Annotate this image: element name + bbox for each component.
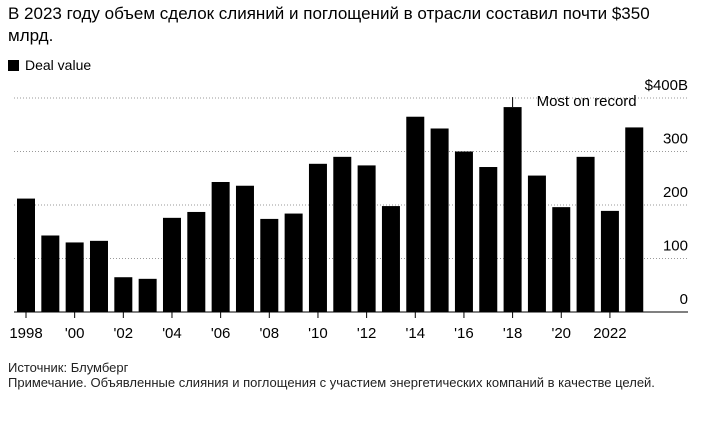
y-tick-label: 300 xyxy=(663,131,688,148)
annotation-label: Most on record xyxy=(537,93,637,110)
legend-swatch xyxy=(8,59,19,71)
bar-2001 xyxy=(89,240,108,312)
x-tick-label: '00 xyxy=(65,325,85,342)
x-tick-label: '06 xyxy=(211,325,231,342)
y-tick-label: 0 xyxy=(680,291,688,308)
bar-2007 xyxy=(235,185,254,312)
chart-title: В 2023 году объем сделок слияний и погло… xyxy=(8,4,650,45)
bar-2009 xyxy=(284,213,303,312)
bar-2005 xyxy=(187,211,206,312)
y-tick-label: 100 xyxy=(663,238,688,255)
x-tick-label: '18 xyxy=(503,325,523,342)
bars xyxy=(17,107,644,312)
bar-2011 xyxy=(333,156,352,312)
bar-2014 xyxy=(406,116,425,312)
y-tick-label: 200 xyxy=(663,184,688,201)
x-tick-label: '02 xyxy=(114,325,134,342)
methodology-note: Примечание. Объявленные слияния и поглощ… xyxy=(8,375,655,390)
bar-2017 xyxy=(479,167,498,312)
bar-1998 xyxy=(17,198,35,312)
bar-2002 xyxy=(114,277,133,312)
legend: Deal value xyxy=(8,56,91,74)
bar-2006 xyxy=(211,181,230,312)
bar-2018 xyxy=(503,107,522,312)
bar-2016 xyxy=(454,151,473,312)
bar-2010 xyxy=(308,163,327,312)
bar-2000 xyxy=(65,242,84,312)
source-note: Источник: Блумберг xyxy=(8,360,129,375)
bar-2023 xyxy=(625,127,644,312)
bar-2003 xyxy=(138,278,157,312)
bar-2021 xyxy=(576,156,595,312)
legend-label: Deal value xyxy=(25,57,92,73)
x-tick-label: 1998 xyxy=(9,325,42,342)
y-tick-label: $400B xyxy=(645,77,688,94)
x-tick-label: '14 xyxy=(405,325,425,342)
bar-2004 xyxy=(162,217,181,312)
x-tick-label: '16 xyxy=(454,325,474,342)
annotation: Most on record xyxy=(512,93,637,110)
bar-2012 xyxy=(357,165,376,312)
bar-2020 xyxy=(552,207,571,312)
x-tick-label: '04 xyxy=(162,325,182,342)
x-tick-label: 2022 xyxy=(593,325,626,342)
bar-2008 xyxy=(260,218,279,312)
x-tick-label: '20 xyxy=(551,325,571,342)
y-axis-labels: 0 100 200 300 $400B xyxy=(645,77,688,308)
x-tick-label: '10 xyxy=(308,325,328,342)
bar-2022 xyxy=(600,210,619,312)
x-tick-label: '12 xyxy=(357,325,377,342)
x-axis: 1998 '00 '02 '04 '06 '08 '10 '12 '14 '16 '18 '20 202… xyxy=(9,311,688,342)
x-tick-label: '08 xyxy=(260,325,280,342)
bar-2015 xyxy=(430,128,449,312)
footer: Источник: Блумберг Примечание. Объявленн… xyxy=(8,360,698,390)
bar-1999 xyxy=(41,235,60,312)
bar-2013 xyxy=(381,206,400,312)
bar-2019 xyxy=(527,175,546,312)
